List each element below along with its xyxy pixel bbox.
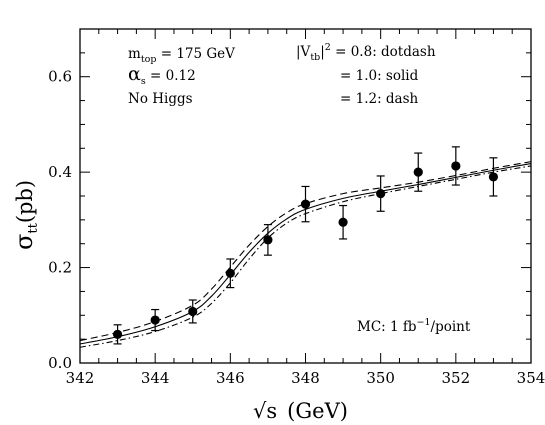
mtop-annotation: mtop = 175 GeV: [128, 46, 235, 65]
x-tick-label: 348: [291, 369, 320, 387]
x-tick-label: 346: [216, 369, 245, 387]
y-tick-label: 0.4: [48, 163, 72, 181]
data-point: [488, 172, 499, 182]
data-point: [376, 189, 386, 199]
x-tick-labels: 342 344 346 348 350 352 354: [66, 369, 545, 387]
data-point: [263, 235, 273, 245]
x-tick-label: 350: [366, 369, 395, 387]
x-tick-label: 342: [66, 369, 95, 387]
y-tick-labels: 0.0 0.2 0.4 0.6: [48, 68, 72, 372]
curve-dash: [79, 161, 532, 342]
theory-curves: [79, 161, 532, 348]
vtb-annotation: |Vtb|2 = 0.8: dotdash: [296, 42, 436, 63]
y-axis-title: σtt(pb): [10, 180, 41, 250]
data-point: [150, 315, 160, 325]
y-tick-label: 0.6: [48, 68, 72, 86]
x-tick-label: 344: [141, 369, 170, 387]
axis-ticks: [79, 28, 532, 364]
solid-annotation: = 1.0: solid: [340, 68, 419, 84]
data-point: [338, 217, 348, 227]
mc-annotation: MC: 1 fb−1/point: [357, 317, 471, 335]
data-point: [188, 306, 198, 317]
x-tick-label: 354: [517, 369, 545, 387]
x-axis-title: √s (GeV): [253, 399, 348, 423]
y-tick-label: 0.2: [48, 259, 72, 277]
data-point: [300, 199, 311, 209]
higgs-annotation: No Higgs: [128, 91, 193, 107]
data-points: [112, 146, 499, 345]
y-tick-label: 0.0: [48, 354, 72, 372]
alpha-annotation: αs = 0.12: [128, 63, 196, 87]
x-tick-label: 352: [442, 369, 471, 387]
data-point: [225, 268, 235, 278]
data-point: [413, 167, 423, 177]
dash-annotation: = 1.2: dash: [340, 91, 419, 107]
data-point: [451, 161, 461, 171]
curve-solid: [79, 163, 532, 345]
data-point: [112, 329, 123, 339]
curve-dotdash: [79, 165, 532, 348]
